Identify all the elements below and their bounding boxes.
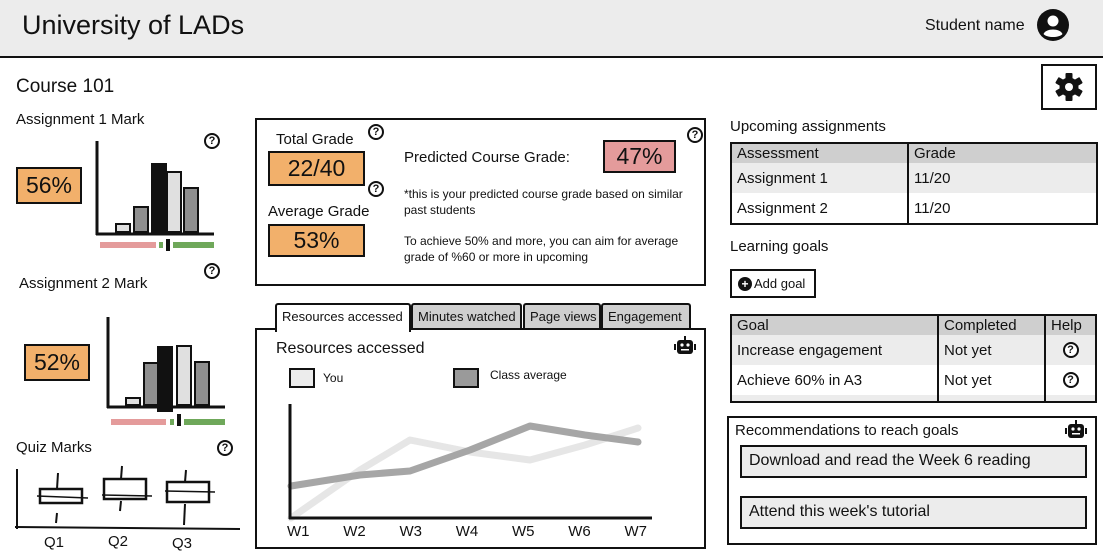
quiz-x-label: Q1 <box>44 534 65 551</box>
quiz-x-label: Q3 <box>172 535 193 552</box>
quiz-help-icon[interactable]: ? <box>217 440 233 456</box>
assignment1-label: Assignment 1 Mark <box>16 111 145 128</box>
prediction-advice: To achieve 50% and more, you can aim for… <box>404 234 679 264</box>
column-header: Goal <box>732 316 938 335</box>
x-tick: W4 <box>455 523 479 540</box>
assignment2-mark-badge: 52% <box>24 344 90 381</box>
table-cell: Assignment 2 <box>737 199 828 217</box>
average-grade-badge: 53% <box>268 224 365 257</box>
total-grade-badge: 22/40 <box>268 151 365 186</box>
assignment1-help-icon[interactable]: ? <box>204 133 220 149</box>
table-row[interactable]: Increase engagement Not yet ? <box>732 335 1095 365</box>
x-tick: W1 <box>287 523 310 540</box>
x-tick: W3 <box>399 523 423 540</box>
total-grade-label: Total Grade <box>276 131 354 148</box>
predicted-grade-label: Predicted Course Grade: <box>404 149 570 166</box>
predicted-grade-badge: 47% <box>603 140 676 173</box>
robot-icon[interactable] <box>1065 420 1087 440</box>
recommendations-title: Recommendations to reach goals <box>735 422 959 439</box>
assignment2-help-icon[interactable]: ? <box>204 263 220 279</box>
resources-line-chart <box>287 404 652 522</box>
table-row[interactable]: Assignment 1 11/20 <box>732 163 1096 193</box>
legend-class-label: Class average <box>490 368 567 382</box>
table-row[interactable]: Assignment 2 11/20 <box>732 193 1096 223</box>
table-cell: 11/20 <box>907 163 1096 193</box>
legend-class-swatch <box>453 368 479 388</box>
prediction-note: *this is your predicted course grade bas… <box>404 187 683 217</box>
x-tick: W5 <box>512 523 535 540</box>
upcoming-title: Upcoming assignments <box>730 118 886 135</box>
chart-x-axis: W1 W2 W3 W4 W5 W6 W7 <box>287 523 647 540</box>
average-grade-label: Average Grade <box>268 203 370 220</box>
recommendation-item[interactable]: Attend this week's tutorial <box>740 496 1087 529</box>
predicted-grade-help-icon[interactable]: ? <box>687 127 703 143</box>
recommendation-item[interactable]: Download and read the Week 6 reading <box>740 445 1087 478</box>
assignment2-label: Assignment 2 Mark <box>19 275 148 292</box>
table-cell: Achieve 60% in A3 <box>737 371 863 389</box>
table-cell: Not yet <box>937 335 1045 365</box>
table-cell: 11/20 <box>907 193 1096 223</box>
assignment1-mark-badge: 56% <box>16 167 82 204</box>
plus-icon: + <box>738 276 752 291</box>
column-header: Completed <box>937 316 1045 335</box>
user-avatar-icon[interactable] <box>1037 9 1069 41</box>
robot-icon[interactable] <box>674 336 696 356</box>
x-tick: W7 <box>624 523 648 540</box>
app-title: University of LADs <box>22 10 245 40</box>
column-header: Assessment <box>732 144 908 163</box>
quiz-boxplot <box>14 465 241 530</box>
gear-icon <box>1055 73 1083 101</box>
add-goal-label: Add goal <box>754 276 806 291</box>
tab-minutes-watched[interactable]: Minutes watched <box>411 303 522 328</box>
column-header: Grade <box>907 144 1096 163</box>
table-row[interactable]: Achieve 60% in A3 Not yet ? <box>732 365 1095 395</box>
legend-you-swatch <box>289 368 315 388</box>
app-header <box>0 0 1103 58</box>
average-grade-help-icon[interactable]: ? <box>368 181 384 197</box>
legend-you-label: You <box>323 371 344 385</box>
settings-button[interactable] <box>1041 64 1097 110</box>
chart-title: Resources accessed <box>276 340 425 357</box>
learning-goals-title: Learning goals <box>730 238 829 255</box>
table-cell: Not yet <box>937 365 1045 395</box>
add-goal-button[interactable]: + Add goal <box>730 269 816 298</box>
assignment2-histogram <box>106 317 225 426</box>
x-tick: W2 <box>343 523 366 540</box>
x-tick: W6 <box>568 523 591 540</box>
assignment1-histogram <box>95 141 214 251</box>
student-name[interactable]: Student name <box>925 17 1025 34</box>
tab-resources-accessed[interactable]: Resources accessed <box>275 303 411 332</box>
column-header: Help <box>1044 316 1095 335</box>
course-title: Course 101 <box>16 76 115 97</box>
tab-page-views[interactable]: Page views <box>523 303 601 328</box>
total-grade-help-icon[interactable]: ? <box>368 124 384 140</box>
table-cell: Assignment 1 <box>732 163 908 193</box>
goals-table: Goal Completed Help Increase engagement … <box>730 314 1097 403</box>
goal-help-icon[interactable]: ? <box>1062 342 1079 358</box>
tab-engagement[interactable]: Engagement <box>601 303 691 328</box>
table-cell: Increase engagement <box>732 335 938 365</box>
quiz-x-label: Q2 <box>108 533 129 550</box>
quiz-marks-label: Quiz Marks <box>16 439 92 456</box>
goal-help-icon[interactable]: ? <box>1062 372 1079 388</box>
upcoming-table: Assessment Grade Assignment 1 11/20 Assi… <box>730 142 1098 225</box>
